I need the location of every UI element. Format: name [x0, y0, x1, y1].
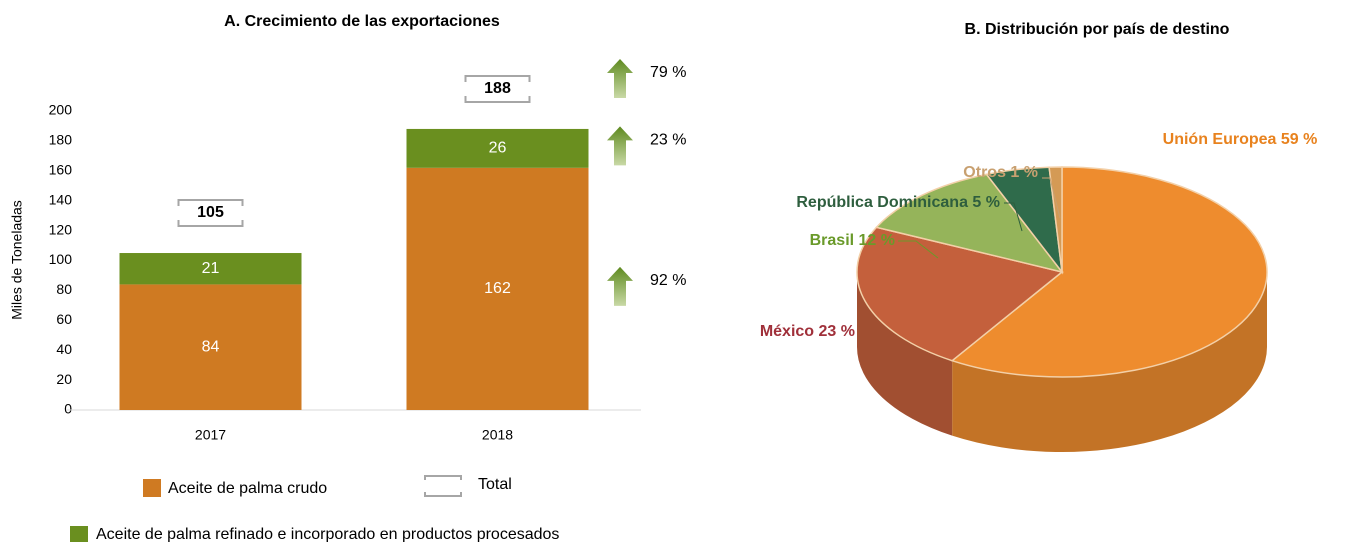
pie-label-category: República Dominicana	[796, 194, 968, 211]
pie-label: Otros 1 %	[963, 164, 1038, 181]
pie-label: República Dominicana 5 %	[796, 194, 1000, 211]
pie-slice	[1048, 166, 1063, 273]
leader-line	[898, 240, 939, 259]
bar-segment	[406, 167, 589, 410]
chart-title: A. Crecimiento de las exportaciones	[224, 13, 500, 30]
pie-label-value: 23 %	[819, 323, 855, 340]
y-tick-label: 60	[56, 311, 72, 327]
pie-slice	[950, 166, 1268, 378]
total-bracket	[464, 74, 531, 103]
y-axis-label: Miles de Toneladas	[9, 200, 25, 320]
y-tick-label: 100	[49, 251, 73, 267]
y-tick-label: 40	[56, 341, 72, 357]
x-tick-label: 2018	[482, 427, 513, 443]
pie-label-value: 1 %	[1010, 164, 1038, 181]
pie-label-category: Unión Europea	[1163, 131, 1277, 148]
growth-label: 92 %	[650, 272, 686, 289]
y-tick-label: 180	[49, 132, 73, 148]
x-tick-label: 2017	[195, 427, 226, 443]
y-tick-label: 80	[56, 281, 72, 297]
y-tick-label: 160	[49, 162, 73, 178]
pie-side	[952, 272, 1267, 452]
data-label: 162	[484, 280, 511, 297]
total-label: 105	[197, 204, 224, 221]
growth-arrow	[607, 266, 633, 306]
pie-slice	[856, 226, 1064, 362]
y-tick-label: 0	[64, 401, 72, 417]
y-tick-label: 120	[49, 221, 73, 237]
pie-label-category: Otros	[963, 164, 1006, 181]
y-tick-label: 200	[49, 102, 73, 118]
total-label: 188	[484, 80, 511, 97]
legend-label: Total	[478, 476, 512, 493]
y-tick-label: 140	[49, 191, 73, 207]
pie-label: Unión Europea 59 %	[1163, 131, 1318, 148]
legend-label: Aceite de palma refinado e incorporado e…	[96, 526, 559, 542]
pie-label-category: Brasil	[810, 232, 854, 249]
legend-swatch	[70, 526, 88, 542]
legend-label: Aceite de palma crudo	[168, 480, 327, 497]
growth-label: 79 %	[650, 64, 686, 81]
bar-segment	[406, 128, 589, 168]
pie-slice	[875, 173, 1064, 274]
data-label: 26	[489, 140, 507, 157]
chart-title: B. Distribución por país de destino	[965, 21, 1230, 38]
pie-label: México 23 %	[760, 323, 855, 340]
growth-arrow	[607, 58, 633, 98]
bar-segment	[119, 253, 302, 285]
pie-label-value: 5 %	[972, 194, 1000, 211]
leader-line	[1042, 177, 1061, 219]
bar-segment	[119, 284, 302, 410]
data-label: 84	[202, 338, 220, 355]
y-tick-label: 20	[56, 371, 72, 387]
data-label: 21	[202, 260, 220, 277]
pie-label-value: 12 %	[859, 232, 895, 249]
pie-label: Brasil 12 %	[810, 232, 895, 249]
pie-side	[857, 272, 953, 436]
pie-label-value: 59 %	[1281, 131, 1317, 148]
legend-bracket	[424, 475, 462, 497]
total-bracket	[177, 199, 244, 228]
legend-swatch	[143, 479, 161, 497]
growth-label: 23 %	[650, 132, 686, 149]
growth-arrow	[607, 126, 633, 166]
leader-line	[1004, 202, 1023, 232]
pie-label-category: México	[760, 323, 814, 340]
